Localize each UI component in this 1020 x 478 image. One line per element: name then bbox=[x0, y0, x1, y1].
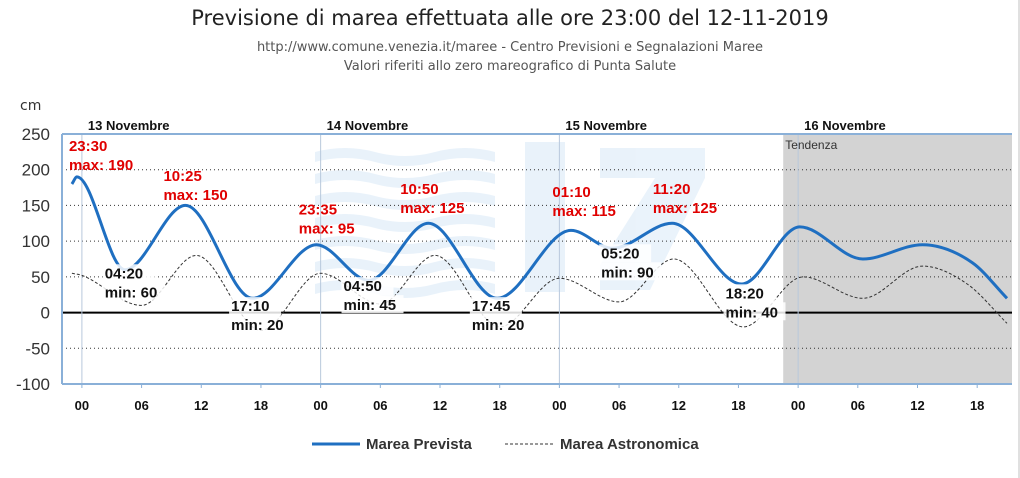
annotation-bg bbox=[102, 282, 165, 301]
x-tick-label: 18 bbox=[970, 398, 984, 413]
extreme-annotation: 23:35 max: 95 bbox=[299, 202, 355, 238]
extreme-annotation: 17:10 min: 20 bbox=[229, 297, 292, 334]
y-tick-label: 50 bbox=[31, 268, 50, 287]
x-tick-label: 18 bbox=[492, 398, 506, 413]
x-tick-label: 12 bbox=[910, 398, 924, 413]
chart-title: Previsione di marea effettuata alle ore … bbox=[191, 6, 829, 30]
watermark-wave bbox=[315, 258, 495, 276]
annotation-bg bbox=[229, 297, 282, 316]
x-tick-label: 06 bbox=[134, 398, 148, 413]
watermark-wave bbox=[315, 192, 495, 210]
annotation-value: max: 190 bbox=[69, 157, 133, 174]
annotation-time: 11:20 bbox=[653, 181, 691, 198]
extreme-annotation: 23:30 max: 190 bbox=[69, 138, 133, 174]
chart-subtitle-reference: Valori riferiti allo zero mareografico d… bbox=[343, 59, 677, 74]
annotation-value: min: 60 bbox=[105, 284, 158, 301]
trend-label: Tendenza bbox=[785, 138, 837, 152]
annotation-time: 23:30 bbox=[69, 138, 107, 155]
legend-label-marea-astronomica: Marea Astronomica bbox=[560, 436, 699, 453]
annotation-time: 04:50 bbox=[344, 278, 382, 295]
annotation-bg bbox=[599, 244, 652, 263]
x-tick-label: 00 bbox=[552, 398, 566, 413]
day-label: 16 Novembre bbox=[804, 118, 886, 133]
x-tick-label: 06 bbox=[612, 398, 626, 413]
x-tick-label: 06 bbox=[851, 398, 865, 413]
annotation-value: max: 150 bbox=[163, 187, 227, 204]
annotation-value: max: 125 bbox=[400, 200, 464, 217]
annotation-value: min: 40 bbox=[726, 304, 779, 321]
extreme-annotation: 04:50 min: 45 bbox=[341, 277, 404, 314]
annotation-bg bbox=[723, 302, 786, 321]
right-border bbox=[1018, 0, 1020, 478]
annotation-time: 04:20 bbox=[105, 265, 143, 282]
x-tick-label: 00 bbox=[791, 398, 805, 413]
annotation-time: 10:25 bbox=[163, 168, 201, 185]
annotation-bg bbox=[599, 262, 662, 281]
y-tick-label: -50 bbox=[25, 339, 50, 358]
x-tick-label: 12 bbox=[672, 398, 686, 413]
y-tick-label: 200 bbox=[22, 161, 50, 180]
extreme-annotation: 04:20 min: 60 bbox=[102, 264, 165, 301]
extreme-annotation: 05:20 min: 90 bbox=[599, 244, 662, 281]
y-tick-label: 150 bbox=[22, 196, 50, 215]
x-tick-label: 12 bbox=[194, 398, 208, 413]
annotation-value: min: 20 bbox=[231, 317, 284, 334]
x-tick-label: 18 bbox=[731, 398, 745, 413]
x-tick-label: 00 bbox=[313, 398, 327, 413]
annotation-value: max: 115 bbox=[552, 203, 615, 220]
extreme-annotation: 10:50 max: 125 bbox=[400, 181, 464, 217]
extreme-annotation: 01:10 max: 115 bbox=[552, 184, 615, 220]
annotation-value: max: 95 bbox=[299, 221, 355, 238]
annotation-time: 05:20 bbox=[601, 245, 639, 262]
annotation-bg bbox=[102, 264, 155, 283]
annotation-value: min: 90 bbox=[601, 264, 654, 281]
trend-region bbox=[783, 134, 1012, 384]
annotation-value: max: 125 bbox=[653, 200, 717, 217]
y-tick-label: 100 bbox=[22, 232, 50, 251]
legend: Marea Prevista Marea Astronomica bbox=[312, 436, 699, 453]
x-tick-label: 12 bbox=[433, 398, 447, 413]
y-axis-unit: cm bbox=[20, 98, 42, 114]
annotation-value: min: 20 bbox=[472, 317, 525, 334]
watermark-wave bbox=[315, 148, 495, 166]
extreme-annotation: 18:20 min: 40 bbox=[723, 284, 786, 321]
annotation-value: min: 45 bbox=[344, 297, 397, 314]
day-label: 15 Novembre bbox=[565, 118, 647, 133]
watermark-wave bbox=[315, 170, 495, 188]
day-label: 13 Novembre bbox=[88, 118, 170, 133]
y-tick-label: 0 bbox=[41, 304, 50, 323]
x-tick-label: 00 bbox=[75, 398, 89, 413]
x-tick-label: 18 bbox=[254, 398, 268, 413]
extreme-annotation: 17:45 min: 20 bbox=[469, 297, 532, 334]
extreme-annotation: 11:20 max: 125 bbox=[653, 181, 717, 217]
annotation-bg bbox=[469, 315, 532, 334]
annotation-bg bbox=[723, 284, 776, 303]
annotation-time: 17:10 bbox=[231, 298, 269, 315]
annotation-bg bbox=[229, 315, 292, 334]
annotation-time: 01:10 bbox=[552, 184, 590, 201]
annotation-bg bbox=[341, 277, 394, 296]
annotation-time: 23:35 bbox=[299, 202, 337, 219]
legend-label-marea-prevista: Marea Prevista bbox=[366, 436, 473, 453]
annotation-time: 17:45 bbox=[472, 298, 510, 315]
watermark-wave bbox=[315, 214, 495, 232]
annotation-time: 18:20 bbox=[726, 285, 764, 302]
y-tick-label: 250 bbox=[22, 125, 50, 144]
annotation-time: 10:50 bbox=[400, 181, 438, 198]
x-tick-label: 06 bbox=[373, 398, 387, 413]
y-tick-label: -100 bbox=[16, 375, 50, 394]
extreme-annotation: 10:25 max: 150 bbox=[163, 168, 227, 204]
day-label: 14 Novembre bbox=[327, 118, 409, 133]
annotation-bg bbox=[341, 295, 404, 314]
chart-subtitle-url: http://www.comune.venezia.it/maree - Cen… bbox=[256, 40, 764, 55]
annotation-bg bbox=[469, 297, 522, 316]
